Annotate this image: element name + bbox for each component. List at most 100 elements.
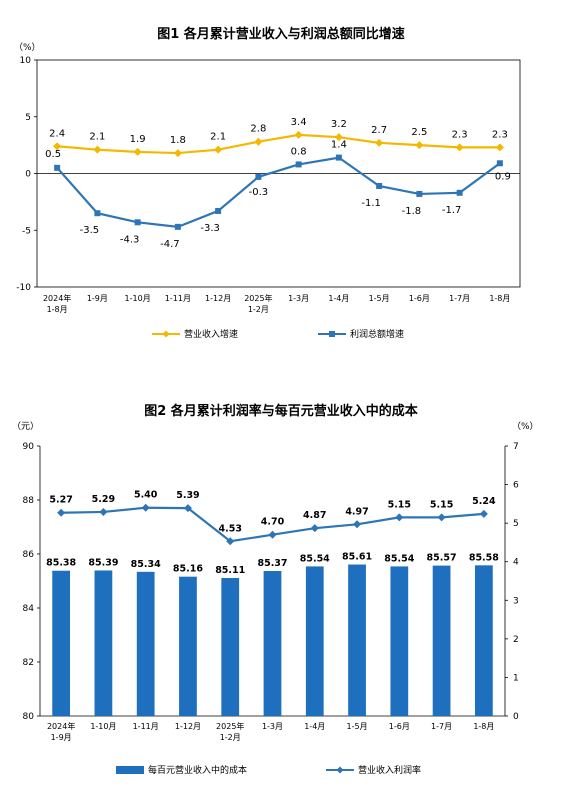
chart2-y-right-tick-label: 2	[513, 635, 519, 645]
chart1-profit-point	[215, 207, 222, 214]
chart1-profit-label: 0.8	[291, 146, 307, 157]
chart2-y-right-tick-label: 6	[513, 481, 519, 491]
chart1-revenue-label: 2.7	[371, 125, 387, 136]
chart2-container: 图2 各月累计利润率与每百元营业收入中的成本 （元） （%） 90 88 86 84 8…	[0, 360, 563, 793]
chart2-margin-label: 4.87	[303, 510, 326, 521]
chart1-x-tick-label: 1-7月	[449, 294, 470, 303]
chart1-revenue-point	[214, 145, 223, 154]
chart1-x-tick-label: 1-2月	[248, 305, 269, 314]
chart2-cost-label: 85.11	[215, 565, 245, 576]
chart1-revenue-label: 2.1	[210, 132, 226, 143]
chart2-y-right-unit: （%）	[512, 421, 539, 432]
chart2-cost-bar	[94, 570, 113, 716]
chart2-margin-point	[183, 504, 192, 513]
chart1-profit-point	[94, 210, 101, 217]
chart2-margin-point	[353, 520, 362, 529]
chart2-x-tick-label: 1-7月	[431, 722, 452, 731]
chart2-cost-bar	[305, 566, 324, 716]
chart2-y-right-tick-label: 3	[513, 596, 519, 606]
chart2-cost-label: 85.38	[46, 558, 76, 569]
chart1-x-tick-label: 1-10月	[125, 294, 151, 303]
chart2-cost-bar	[136, 571, 155, 716]
chart2-y-right-tick-label: 7	[513, 442, 519, 452]
chart1-revenue-label: 1.8	[170, 135, 186, 146]
chart2-title: 图2 各月累计利润率与每百元营业收入中的成本	[144, 403, 418, 419]
chart2-margin-point	[479, 509, 488, 518]
chart2-cost-bar	[221, 578, 240, 716]
chart1-legend-profit-label: 利润总额增速	[350, 328, 404, 340]
chart2-y-left-tick-label: 84	[23, 604, 35, 614]
chart1-y-unit: （%）	[14, 42, 41, 53]
chart2-x-tick-label: 1-2月	[220, 733, 241, 742]
chart1-svg: 图1 各月累计营业收入与利润总额同比增速 （%） 10 5 0 -5 -10 2024年 1…	[14, 26, 521, 340]
chart1-revenue-point	[93, 145, 102, 154]
chart2-margin-label: 4.97	[345, 506, 368, 517]
chart1-profit-label: -4.3	[120, 234, 140, 245]
chart1-legend-revenue-label: 营业收入增速	[184, 328, 238, 340]
chart1-revenue-point	[53, 142, 62, 151]
chart1-y-tick-label: -10	[16, 283, 31, 293]
chart1-y-tick-label: 0	[25, 170, 31, 180]
chart1-legend-profit-marker	[329, 331, 335, 337]
chart1-y-tick-label: -5	[22, 226, 31, 236]
chart2-margin-label: 4.53	[219, 523, 242, 534]
chart2-margin-label: 5.29	[92, 494, 115, 505]
chart2-margin-label: 5.15	[430, 499, 453, 510]
chart1-profit-label: -1.1	[361, 198, 381, 209]
chart2-x-tick-label: 2025年	[216, 721, 244, 731]
chart1-title: 图1 各月累计营业收入与利润总额同比增速	[157, 26, 405, 42]
chart1-profit-label: -3.3	[200, 223, 220, 234]
chart1-profit-label: 0.5	[45, 149, 61, 160]
chart1-profit-point	[134, 219, 141, 226]
chart1-y-tick-label: 10	[20, 56, 32, 66]
chart2-y-left-tick-label: 90	[23, 442, 35, 452]
chart1-series-line	[56, 156, 501, 228]
chart1-profit-point	[54, 164, 61, 171]
chart2-margin-label: 5.27	[49, 495, 72, 506]
chart1-x-tick-label: 1-8月	[47, 305, 68, 314]
chart1-revenue-point	[294, 130, 303, 139]
chart2-cost-bar	[179, 576, 197, 716]
chart1-revenue-point	[495, 143, 504, 152]
chart1-revenue-point	[455, 143, 464, 152]
chart1-x-tick-label: 1-4月	[328, 294, 349, 303]
chart2-x-tick-label: 1-6月	[389, 722, 410, 731]
chart2-cost-bar	[474, 565, 493, 716]
chart2-y-left-tick-label: 80	[23, 712, 35, 722]
chart2-x-tick-label: 1-11月	[133, 722, 159, 731]
chart1-revenue-label: 2.8	[250, 124, 266, 135]
chart2-margin-point	[437, 513, 446, 522]
chart2-x-tick-label: 1-8月	[473, 722, 494, 731]
chart1-revenue-point	[173, 149, 182, 158]
chart1-series-line	[57, 133, 500, 155]
chart2-cost-bar	[263, 571, 282, 716]
chart2-y-left-tick-label: 86	[23, 550, 35, 560]
chart2-margin-point	[226, 537, 235, 546]
chart1-profit-label: 1.4	[331, 140, 347, 151]
chart2-margin-point	[141, 503, 150, 512]
chart1-revenue-point	[375, 138, 384, 147]
chart1-x-tick-label: 1-5月	[369, 294, 390, 303]
chart2-cost-label: 85.54	[300, 553, 330, 564]
chart1-profit-label: -1.8	[402, 206, 422, 217]
chart2-cost-label: 85.61	[342, 552, 372, 563]
chart2-margin-point	[268, 530, 277, 539]
chart1-profit-label: -4.7	[160, 239, 180, 250]
chart2-margin-label: 5.24	[472, 496, 496, 507]
chart1-x-tick-label: 1-11月	[165, 294, 191, 303]
chart2-margin-point	[395, 513, 404, 522]
chart1-profit-point	[416, 190, 423, 197]
chart1-x-tick-label: 1-12月	[205, 294, 231, 303]
chart2-margin-point	[99, 507, 108, 516]
chart1-profit-label: -3.5	[80, 225, 100, 236]
chart2-y-right-tick-label: 5	[513, 519, 519, 529]
chart2-x-tick-label: 1-12月	[175, 722, 201, 731]
chart2-margin-label: 5.40	[134, 490, 158, 501]
chart2-cost-label: 85.57	[427, 553, 457, 564]
chart2-margin-label: 5.39	[176, 490, 199, 501]
chart1-revenue-label: 1.9	[130, 134, 146, 145]
chart2-cost-bar	[390, 566, 409, 716]
chart1-revenue-label: 2.4	[49, 128, 65, 139]
chart1-y-tick-label: 5	[25, 113, 31, 123]
chart2-x-tick-label: 1-3月	[262, 722, 283, 731]
